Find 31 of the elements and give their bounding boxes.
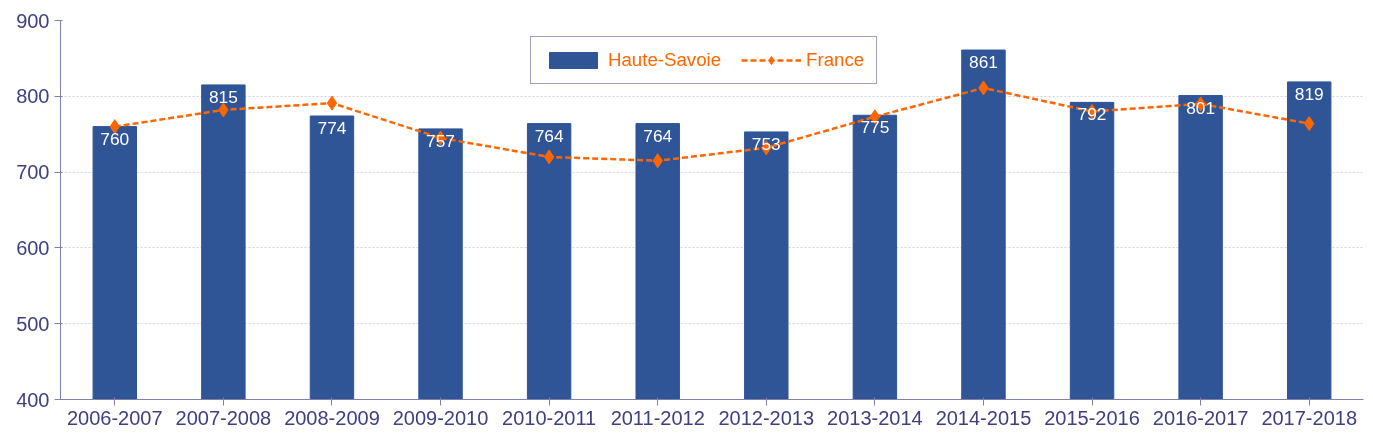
x-tick-label: 2015-2016 xyxy=(1044,406,1140,429)
x-tick-label: 2013-2014 xyxy=(827,406,923,429)
x-tick-label: 2010-2011 xyxy=(502,406,597,429)
x-tick-label: 2006-2007 xyxy=(66,406,163,429)
x-tick-label: 2011-2012 xyxy=(610,406,705,429)
y-tick-label: 500 xyxy=(16,312,50,335)
x-tick-label: 2014-2015 xyxy=(935,406,1032,429)
x-tick-label: 2017-2018 xyxy=(1261,406,1358,429)
data-label: 760 xyxy=(100,128,130,149)
legend-label: France xyxy=(806,49,865,71)
point xyxy=(326,95,338,111)
x-tick-label: 2008-2009 xyxy=(284,406,380,429)
data-label: 764 xyxy=(643,125,673,146)
data-label: 757 xyxy=(426,130,456,151)
point xyxy=(543,149,555,165)
legend-label: Haute-Savoie xyxy=(608,49,722,71)
data-label: 861 xyxy=(969,52,998,73)
y-tick-label: 900 xyxy=(16,9,50,32)
data-label: 764 xyxy=(534,125,564,146)
y-tick-label: 600 xyxy=(16,236,50,259)
y-tick-label: 800 xyxy=(16,85,50,108)
y-tick-label: 400 xyxy=(16,388,50,411)
y-tick-label: 700 xyxy=(16,161,50,184)
x-tick-label: 2007-2008 xyxy=(175,406,272,429)
data-label: 815 xyxy=(208,86,238,107)
x-tick-label: 2012-2013 xyxy=(718,406,815,429)
data-label: 819 xyxy=(1294,83,1324,104)
x-tick-label: 2016-2017 xyxy=(1152,406,1249,429)
data-label: 775 xyxy=(860,117,890,138)
data-label: 774 xyxy=(317,118,347,139)
x-tick-label: 2009-2010 xyxy=(392,406,489,429)
